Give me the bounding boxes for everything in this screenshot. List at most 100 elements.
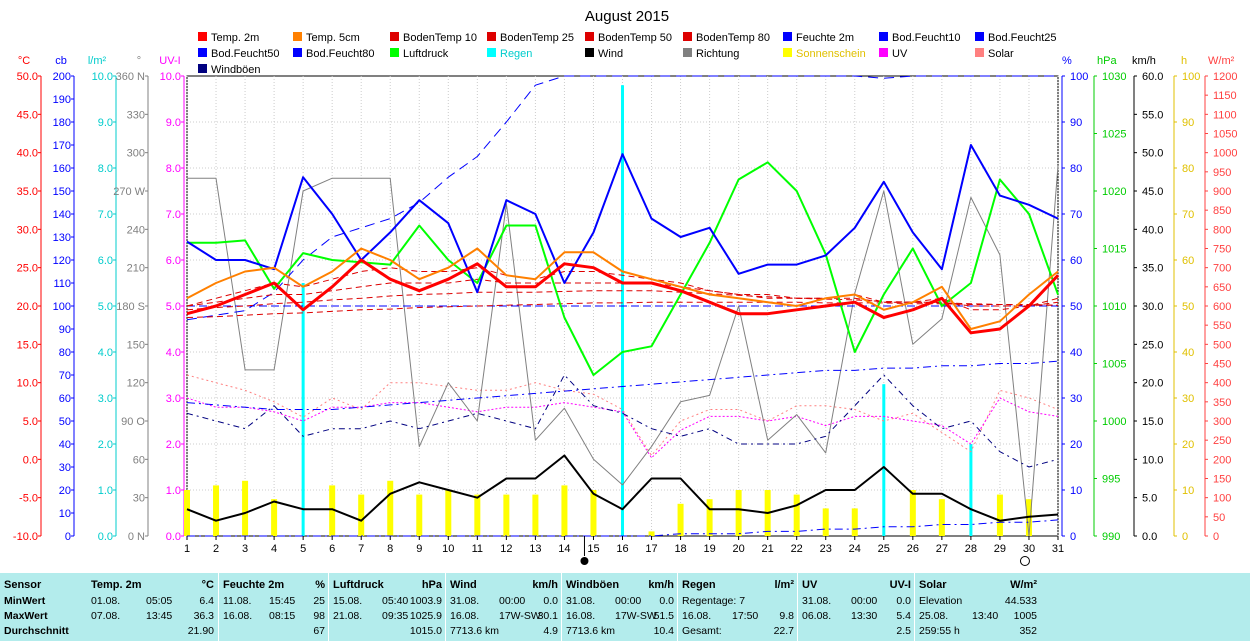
axis-tick-label: 50.0 bbox=[17, 71, 38, 83]
axis-tick-label: 10 bbox=[1182, 485, 1194, 497]
axis-tick-label: 550 bbox=[1213, 320, 1231, 332]
stats-header-unit: % bbox=[315, 579, 325, 591]
stats-cell-time: 13:30 bbox=[851, 610, 878, 622]
stats-column-luftdruck: Luftdruck hPa 15.08. 05:40 1003.9 21.08. 09:35… bbox=[328, 573, 446, 641]
chart-axes: °C 50.0 45.0 40.0 35.0 30.0 25.0 20.0 15.0 10.0 5.… bbox=[13, 55, 1238, 543]
stats-cell-date: 16.08. bbox=[566, 610, 596, 622]
series-line-bodentemp-50 bbox=[186, 290, 1058, 311]
axis-tick-label: 4.0 bbox=[166, 347, 181, 359]
axis-tick-label: 1.0 bbox=[166, 485, 181, 497]
series-line-temp-2m bbox=[186, 258, 1060, 335]
axis-unit: km/h bbox=[1132, 55, 1156, 67]
bar-sonnenschein bbox=[242, 480, 249, 536]
stats-cell-date: 11.08. bbox=[223, 595, 252, 607]
axis-tick-label: 50 bbox=[1182, 301, 1194, 313]
axis-tick-label: 20 bbox=[1070, 439, 1082, 451]
legend-swatch-bodentemp-80 bbox=[683, 32, 692, 41]
stats-label-avg: Durchschnitt bbox=[4, 625, 69, 637]
legend-swatch-bod-feucht10 bbox=[879, 32, 888, 41]
x-tick-label: 6 bbox=[329, 543, 335, 555]
bar-sonnenschein bbox=[416, 494, 423, 536]
stats-cell-time: 17W-SW bbox=[499, 610, 541, 622]
stats-header-unit: W/m² bbox=[1010, 579, 1037, 591]
bar-sonnenschein bbox=[561, 485, 568, 536]
axis-tick-label: 500 bbox=[1213, 339, 1231, 351]
axis-tick-label: -10.0 bbox=[13, 531, 38, 543]
legend-label-uv: UV bbox=[892, 48, 908, 60]
chart-legend: Temp. 2m Temp. 5cm BodenTemp 10 BodenTemp 2… bbox=[198, 32, 1057, 76]
chart-bars bbox=[184, 85, 1032, 536]
axis-tick-label: 7.0 bbox=[98, 209, 113, 221]
axis-tick-label: 45.0 bbox=[1142, 186, 1163, 198]
legend-label-richtung: Richtung bbox=[696, 48, 739, 60]
stats-cell-value: 21.90 bbox=[187, 625, 214, 637]
axis-l-m: l/m² 10.0 9.0 8.0 7.0 6.0 5.0 4.0 3.0 2.0 1.0 0.0 bbox=[88, 55, 117, 543]
bar-sonnenschein bbox=[909, 490, 916, 536]
axis-tick-label: 0.0 bbox=[98, 531, 113, 543]
axis-tick-label: 200 bbox=[1213, 454, 1231, 466]
stats-cell-value: 44.533 bbox=[1004, 595, 1037, 607]
axis-tick-label: 330 bbox=[127, 109, 145, 121]
stats-cell-value: 51.5 bbox=[653, 610, 674, 622]
bar-sonnenschein bbox=[793, 494, 800, 536]
series-line-richtung bbox=[187, 165, 1059, 537]
axis-tick-label: 100 bbox=[53, 301, 71, 313]
stats-cell-date: 31.08. bbox=[802, 595, 832, 607]
legend-label-temp-5cm: Temp. 5cm bbox=[306, 32, 360, 44]
axis-tick-label: 2.0 bbox=[166, 439, 181, 451]
axis-tick-label: 1015 bbox=[1102, 244, 1126, 256]
stats-cell-value: 25 bbox=[313, 595, 325, 607]
stats-header-name: Windböen bbox=[566, 579, 620, 591]
bar-regen bbox=[882, 384, 886, 536]
legend-label-bodentemp-25: BodenTemp 25 bbox=[500, 32, 574, 44]
series-line-windb-en bbox=[186, 374, 1059, 468]
axis-tick-label: -5.0 bbox=[19, 493, 38, 505]
legend-swatch-bod-feucht80 bbox=[293, 48, 302, 57]
axis-tick-label: 600 bbox=[1213, 301, 1231, 313]
legend-label-windb-en: Windböen bbox=[211, 64, 261, 76]
stats-column-temp-2m: Temp. 2m °C 01.08. 05:05 6.4 07.08. 13:45 36.3 2… bbox=[87, 573, 218, 641]
axis-tick-label: 160 bbox=[53, 163, 71, 175]
stats-cell-value: 4.9 bbox=[543, 625, 558, 637]
stats-header-unit: km/h bbox=[648, 579, 674, 591]
axis-tick-label: 0 bbox=[65, 531, 71, 543]
axis-tick-label: 50 bbox=[1213, 512, 1225, 524]
legend-swatch-temp-2m bbox=[198, 32, 207, 41]
stats-cell-time: 13:40 bbox=[972, 610, 999, 622]
stats-cell-date: Regentage: 7 bbox=[682, 595, 746, 607]
stats-cell-value: 0.0 bbox=[543, 595, 558, 607]
stats-cell-time: 08:15 bbox=[269, 610, 296, 622]
axis-tick-label: 20.0 bbox=[17, 301, 38, 313]
axis-tick-label: 1025 bbox=[1102, 129, 1126, 141]
axis-tick-label: 3.0 bbox=[166, 393, 181, 405]
axis-tick-label: 240 bbox=[127, 224, 145, 236]
legend-label-bod-feucht25: Bod.Feucht25 bbox=[988, 32, 1057, 44]
stats-header-name: Regen bbox=[682, 579, 716, 591]
x-tick-label: 14 bbox=[558, 543, 570, 555]
stats-cell-date: 15.08. bbox=[333, 595, 363, 607]
stats-cell-date: 01.08. bbox=[91, 595, 121, 607]
x-tick-label: 13 bbox=[529, 543, 541, 555]
series-line-bod-feucht80 bbox=[186, 360, 1059, 410]
stats-header-name: Feuchte 2m bbox=[223, 579, 285, 591]
axis-tick-label: 350 bbox=[1213, 397, 1231, 409]
axis-tick-label: 0 bbox=[1070, 531, 1076, 543]
stats-cell-value: 30.1 bbox=[537, 610, 558, 622]
axis-tick-label: 60 bbox=[1182, 255, 1194, 267]
axis-direction: ° 360 N 330 300 270 W 240 210 180 S 150 120 90 O 60… bbox=[113, 55, 149, 543]
stats-label-max: MaxWert bbox=[4, 610, 48, 622]
stats-cell-time: 00:00 bbox=[499, 595, 526, 607]
axis-tick-label: 70 bbox=[59, 370, 71, 382]
bar-sonnenschein bbox=[735, 490, 742, 536]
legend-swatch-regen bbox=[487, 48, 496, 57]
legend-swatch-sonnenschein bbox=[783, 48, 792, 57]
axis-tick-label: 4.0 bbox=[98, 347, 113, 359]
axis-tick-label: 70 bbox=[1182, 209, 1194, 221]
x-tick-label: 23 bbox=[820, 543, 832, 555]
axis-tick-label: 1010 bbox=[1102, 301, 1126, 313]
stats-cell-value: 98 bbox=[313, 610, 325, 622]
stats-cell-date: 06.08. bbox=[802, 610, 832, 622]
stats-cell-time: 00:00 bbox=[615, 595, 642, 607]
axis-tick-label: 0.0 bbox=[23, 454, 38, 466]
x-tick-label: 12 bbox=[500, 543, 512, 555]
